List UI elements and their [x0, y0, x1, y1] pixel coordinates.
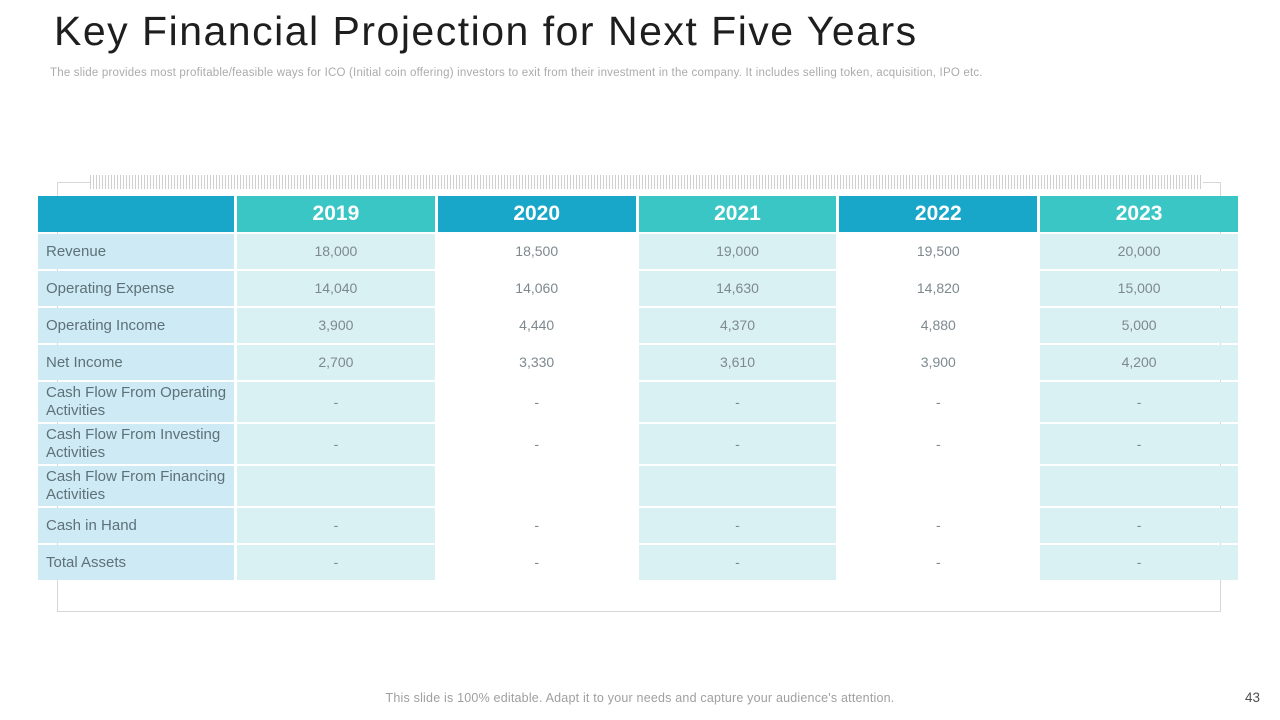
value-cell: 19,000: [638, 234, 837, 269]
value-cell: 3,330: [437, 345, 636, 380]
column-header-2023: 2023: [1040, 196, 1238, 232]
table-body: Revenue 18,000 18,500 19,000 19,500 20,000 Ope…: [38, 234, 1238, 580]
table-header-row: 2019 2020 2021 2022 2023: [38, 196, 1238, 232]
value-cell: -: [237, 508, 435, 543]
table-row: Net Income 2,700 3,330 3,610 3,900 4,200: [38, 345, 1238, 380]
value-cell: 19,500: [839, 234, 1038, 269]
value-cell: 4,880: [839, 308, 1038, 343]
page-number: 43: [1244, 690, 1260, 705]
table-row: Total Assets - - - - -: [38, 545, 1238, 580]
row-label: Revenue: [38, 234, 234, 269]
row-label: Cash Flow From Financing Activities: [38, 466, 234, 506]
value-cell: 18,500: [437, 234, 636, 269]
row-label: Total Assets: [38, 545, 234, 580]
table-row: Operating Income 3,900 4,440 4,370 4,880 5,00…: [38, 308, 1238, 343]
value-cell: 14,040: [237, 271, 435, 306]
value-cell: -: [839, 424, 1038, 464]
column-header-2021: 2021: [638, 196, 837, 232]
column-header-2022: 2022: [839, 196, 1038, 232]
value-cell: 15,000: [1040, 271, 1238, 306]
corner-header-cell: [38, 196, 234, 232]
table-row: Cash Flow From Financing Activities: [38, 466, 1238, 506]
value-cell: -: [1040, 382, 1238, 422]
value-cell: 3,900: [237, 308, 435, 343]
value-cell: [1040, 466, 1238, 506]
table-row: Revenue 18,000 18,500 19,000 19,500 20,000: [38, 234, 1238, 269]
table-row: Operating Expense 14,040 14,060 14,630 14,82…: [38, 271, 1238, 306]
footer-note: This slide is 100% editable. Adapt it to…: [385, 691, 895, 705]
value-cell: 14,060: [437, 271, 636, 306]
value-cell: -: [638, 545, 837, 580]
financial-projection-table: 2019 2020 2021 2022 2023 Revenue 18,000 18,500…: [35, 194, 1241, 582]
value-cell: -: [237, 382, 435, 422]
value-cell: -: [638, 424, 837, 464]
value-cell: -: [839, 508, 1038, 543]
value-cell: 4,200: [1040, 345, 1238, 380]
value-cell: [237, 466, 435, 506]
value-cell: 20,000: [1040, 234, 1238, 269]
slide-subtitle: The slide provides most profitable/feasi…: [50, 67, 983, 79]
value-cell: -: [437, 508, 636, 543]
value-cell: [638, 466, 837, 506]
value-cell: [839, 466, 1038, 506]
value-cell: -: [237, 424, 435, 464]
row-label: Net Income: [38, 345, 234, 380]
value-cell: -: [1040, 508, 1238, 543]
value-cell: -: [437, 382, 636, 422]
value-cell: -: [437, 545, 636, 580]
value-cell: 18,000: [237, 234, 435, 269]
slide-title: Key Financial Projection for Next Five Y…: [54, 8, 918, 54]
value-cell: 4,370: [638, 308, 837, 343]
value-cell: 3,610: [638, 345, 837, 380]
value-cell: -: [839, 545, 1038, 580]
value-cell: [437, 466, 636, 506]
value-cell: 14,820: [839, 271, 1038, 306]
value-cell: 4,440: [437, 308, 636, 343]
column-header-2020: 2020: [437, 196, 636, 232]
value-cell: 2,700: [237, 345, 435, 380]
value-cell: 14,630: [638, 271, 837, 306]
value-cell: -: [437, 424, 636, 464]
value-cell: 3,900: [839, 345, 1038, 380]
value-cell: -: [839, 382, 1038, 422]
row-label: Cash Flow From Operating Activities: [38, 382, 234, 422]
value-cell: -: [1040, 424, 1238, 464]
row-label: Operating Income: [38, 308, 234, 343]
row-label: Cash Flow From Investing Activities: [38, 424, 234, 464]
table-row: Cash Flow From Operating Activities - - - - -: [38, 382, 1238, 422]
value-cell: -: [1040, 545, 1238, 580]
decorative-dash-border: [90, 175, 1203, 189]
row-label: Cash in Hand: [38, 508, 234, 543]
table-row: Cash in Hand - - - - -: [38, 508, 1238, 543]
value-cell: 5,000: [1040, 308, 1238, 343]
table-row: Cash Flow From Investing Activities - - - - -: [38, 424, 1238, 464]
column-header-2019: 2019: [237, 196, 435, 232]
value-cell: -: [237, 545, 435, 580]
value-cell: -: [638, 382, 837, 422]
row-label: Operating Expense: [38, 271, 234, 306]
value-cell: -: [638, 508, 837, 543]
